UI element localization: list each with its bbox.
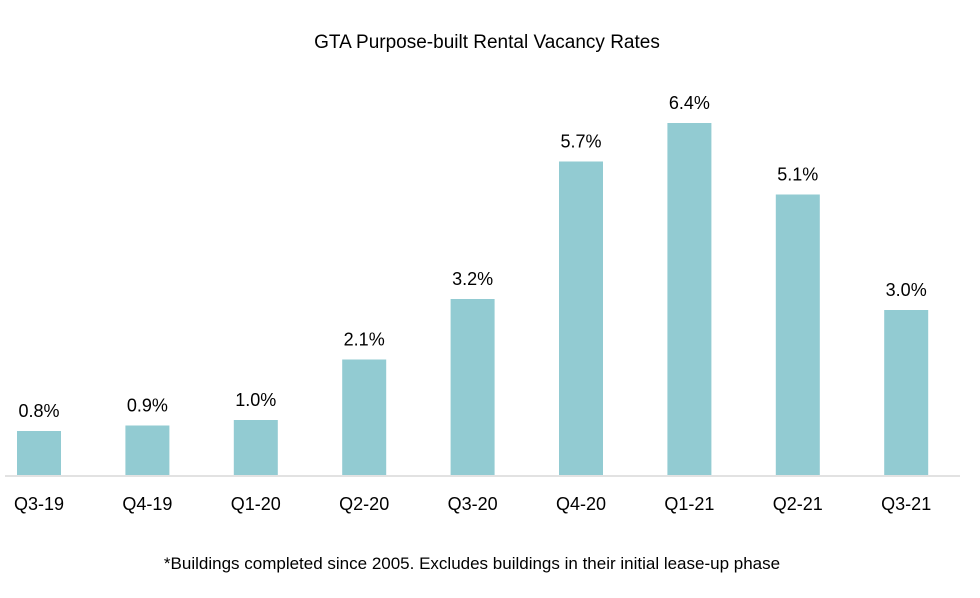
x-tick-label: Q1-20 — [231, 494, 281, 514]
footnote: *Buildings completed since 2005. Exclude… — [164, 554, 780, 573]
data-label: 3.2% — [452, 269, 493, 289]
data-label: 1.0% — [235, 390, 276, 410]
x-tick-label: Q2-21 — [773, 494, 823, 514]
bar-Q2-20 — [342, 359, 387, 475]
chart-title: GTA Purpose-built Rental Vacancy Rates — [314, 32, 660, 53]
x-tick-label: Q2-20 — [339, 494, 389, 514]
data-label: 5.1% — [777, 165, 818, 185]
data-label: 2.1% — [344, 330, 385, 350]
data-label: 5.7% — [560, 132, 601, 152]
bar-Q1-21 — [667, 123, 712, 475]
x-tick-label: Q3-19 — [14, 494, 64, 514]
data-label: 6.4% — [669, 93, 710, 113]
bar-Q1-20 — [233, 420, 278, 475]
x-tick-label: Q3-21 — [881, 494, 931, 514]
data-label: 0.9% — [127, 396, 168, 416]
bar-Q3-20 — [450, 299, 495, 475]
bar-Q3-19 — [17, 431, 61, 475]
bar-Q4-20 — [559, 161, 603, 475]
bar-Q3-21 — [884, 310, 929, 475]
x-tick-label: Q1-21 — [664, 494, 714, 514]
data-label: 0.8% — [18, 401, 59, 421]
bar-Q4-19 — [125, 425, 170, 475]
bar-Q2-21 — [775, 194, 820, 475]
x-tick-label: Q4-19 — [122, 494, 172, 514]
x-tick-label: Q4-20 — [556, 494, 606, 514]
data-label: 3.0% — [886, 280, 927, 300]
x-tick-label: Q3-20 — [448, 494, 498, 514]
